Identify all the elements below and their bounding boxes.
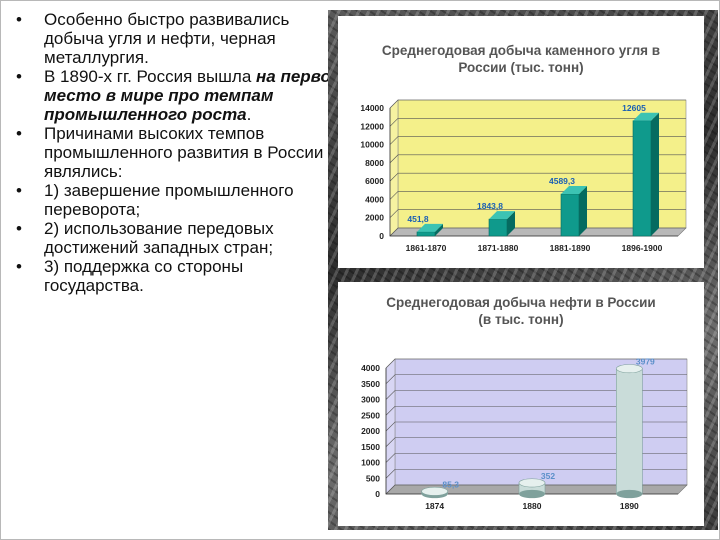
x-tick-label: 1880: [523, 501, 542, 511]
coal-chart: 0 2000 4000 6000 8000 10000 12000 14000 451,8 186…: [360, 99, 687, 253]
gridline: [389, 191, 686, 200]
x-tick-label: 1896-1900: [622, 243, 663, 253]
y-tick-label: 3500: [361, 379, 380, 389]
bullet-list: Особенно быстро развивались добыча угля …: [12, 10, 342, 295]
gridline: [385, 468, 687, 479]
gridline: [385, 405, 687, 416]
data-label: 4589,3: [549, 176, 575, 186]
x-tick-label: 1861-1870: [406, 243, 447, 253]
data-label: 85,3: [442, 479, 459, 489]
data-label: 12605: [622, 103, 646, 113]
bar-top: [489, 211, 515, 220]
y-tick-label: 3000: [361, 395, 380, 405]
gridline: [385, 358, 687, 369]
x-tick-label: 1874: [425, 501, 444, 511]
bar-top: [421, 486, 448, 496]
data-label: 1843,8: [477, 201, 503, 211]
oil-chart-title-line1: Среднегодовая добыча нефти в России: [386, 295, 656, 310]
bullet-text: 1) завершение промышленного переворота;: [44, 181, 294, 219]
coal-chart-title-line1: Среднегодовая добыча каменного угля в: [381, 43, 661, 58]
gridline: [385, 453, 687, 463]
bar-side: [435, 223, 443, 236]
y-tick-label: 4000: [365, 194, 384, 204]
oil-chart-title: Среднегодовая добыча нефти в России (в т…: [338, 294, 704, 328]
gridline: [389, 209, 686, 218]
gridline: [385, 437, 687, 447]
y-tick-label: 0: [379, 231, 384, 241]
y-tick-label: 500: [366, 473, 380, 483]
bullet-text: В 1890-х гг. Россия вышла: [44, 67, 256, 86]
oil-chart-title-line2: (в тыс. тонн): [478, 312, 564, 327]
y-tick-label: 14000: [360, 103, 384, 113]
gridline: [385, 390, 687, 400]
bullet-text: 3) поддержка со стороны государства.: [44, 257, 244, 295]
y-tick-label: 2000: [365, 213, 384, 223]
bar: [488, 218, 508, 237]
bar-base: [616, 489, 643, 499]
y-tick-label: 8000: [365, 158, 384, 168]
y-tick-label: 1000: [361, 458, 380, 468]
data-label: 3979: [636, 357, 655, 367]
bar-side: [651, 112, 659, 236]
bar-side: [579, 186, 587, 236]
bar-top: [518, 478, 546, 488]
gridline: [389, 172, 686, 182]
y-tick-label: 12000: [360, 121, 384, 131]
bullet-item: Причинами высоких темпов промышленного р…: [12, 124, 342, 181]
data-label: 352: [541, 471, 555, 481]
bar-top: [633, 112, 659, 121]
gridline: [389, 136, 686, 145]
coal-chart-title: Среднегодовая добыча каменного угля в Ро…: [338, 42, 704, 76]
y-tick-label: 1500: [361, 442, 380, 452]
y-tick-label: 2500: [361, 410, 380, 420]
plot-side-wall: [389, 99, 399, 237]
gridline: [389, 117, 686, 127]
gridline: [389, 99, 686, 109]
y-tick-label: 0: [375, 489, 380, 499]
x-tick-label: 1871-1880: [478, 243, 519, 253]
gridline: [385, 374, 687, 384]
bar-top: [417, 223, 443, 232]
bullet-text: Особенно быстро развивались добыча угля …: [44, 10, 290, 67]
data-label: 451,8: [407, 214, 429, 224]
bullet-text: 2) использование передовых достижений за…: [44, 219, 274, 257]
y-tick-label: 6000: [365, 176, 384, 186]
oil-chart-panel: Среднегодовая добыча нефти в России (в т…: [338, 282, 704, 526]
bullet-text: Причинами высоких темпов промышленного р…: [44, 124, 324, 181]
coal-chart-title-line2: России (тыс. тонн): [458, 60, 584, 75]
gridline: [389, 154, 686, 164]
gridline: [389, 227, 686, 237]
bar-base: [519, 489, 545, 499]
y-tick-label: 2000: [361, 426, 380, 436]
bar: [616, 368, 643, 495]
bullet-item: В 1890-х гг. Россия вышла на первое мест…: [12, 67, 342, 124]
coal-chart-panel: Среднегодовая добыча каменного угля в Ро…: [338, 16, 704, 268]
bar: [416, 231, 436, 237]
bullet-item: Особенно быстро развивались добыча угля …: [12, 10, 342, 67]
y-tick-label: 4000: [361, 363, 380, 373]
bullet-text: .: [246, 105, 252, 124]
x-tick-label: 1881-1890: [550, 243, 591, 253]
oil-chart: 0 500 1000 1500 2000 2500 3000 3500 4000 85,3 1874…: [361, 357, 688, 511]
bar: [560, 193, 580, 237]
bar-side: [507, 211, 515, 236]
bullet-item: 1) завершение промышленного переворота;: [12, 181, 342, 219]
bullet-item: 2) использование передовых достижений за…: [12, 219, 342, 257]
x-tick-label: 1890: [620, 501, 639, 511]
bar-top: [616, 364, 643, 374]
gridline: [385, 421, 687, 432]
gridline: [385, 484, 687, 495]
bar: [632, 120, 652, 237]
bullet-item: 3) поддержка со стороны государства.: [12, 257, 342, 295]
y-tick-label: 10000: [360, 140, 384, 150]
bullet-emphasis: на первое место в мире про темпам промыш…: [44, 67, 341, 124]
bar-top: [561, 186, 587, 195]
